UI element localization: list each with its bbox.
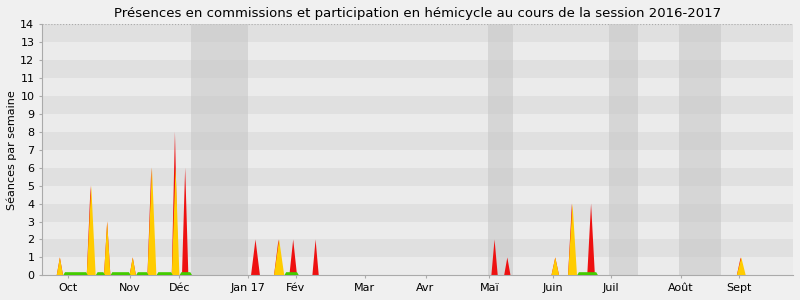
Bar xyxy=(42,96,793,114)
Polygon shape xyxy=(290,239,297,275)
Bar xyxy=(42,60,793,78)
Polygon shape xyxy=(157,272,173,275)
Bar xyxy=(42,186,793,204)
Bar xyxy=(42,24,793,42)
Polygon shape xyxy=(568,204,577,275)
Bar xyxy=(191,24,249,275)
Polygon shape xyxy=(274,239,284,275)
Bar xyxy=(42,257,793,275)
Title: Présences en commissions et participation en hémicycle au cours de la session 20: Présences en commissions et participatio… xyxy=(114,7,721,20)
Polygon shape xyxy=(130,257,136,275)
Polygon shape xyxy=(284,272,299,275)
Polygon shape xyxy=(577,272,598,275)
Polygon shape xyxy=(182,168,188,275)
Polygon shape xyxy=(274,239,283,275)
Polygon shape xyxy=(587,204,595,275)
Bar xyxy=(487,24,513,275)
Polygon shape xyxy=(737,257,745,275)
Bar xyxy=(42,239,793,257)
Polygon shape xyxy=(57,257,63,275)
Polygon shape xyxy=(172,168,179,275)
Bar xyxy=(42,78,793,96)
Bar xyxy=(42,114,793,132)
Polygon shape xyxy=(312,239,318,275)
Polygon shape xyxy=(86,186,94,275)
Polygon shape xyxy=(551,257,559,275)
Polygon shape xyxy=(130,257,136,275)
Polygon shape xyxy=(504,257,510,275)
Polygon shape xyxy=(63,272,88,275)
Polygon shape xyxy=(251,239,260,275)
Polygon shape xyxy=(551,257,559,275)
Bar xyxy=(679,24,722,275)
Y-axis label: Séances par semaine: Séances par semaine xyxy=(7,90,18,209)
Bar xyxy=(42,150,793,168)
Polygon shape xyxy=(104,221,110,275)
Polygon shape xyxy=(96,272,106,275)
Polygon shape xyxy=(110,272,131,275)
Polygon shape xyxy=(147,168,155,275)
Bar xyxy=(42,132,793,150)
Polygon shape xyxy=(737,257,746,275)
Polygon shape xyxy=(568,204,576,275)
Bar xyxy=(42,42,793,60)
Polygon shape xyxy=(104,221,110,275)
Polygon shape xyxy=(86,186,96,275)
Bar xyxy=(42,221,793,239)
Bar xyxy=(42,204,793,221)
Polygon shape xyxy=(147,168,157,275)
Polygon shape xyxy=(179,272,192,275)
Polygon shape xyxy=(136,272,149,275)
Polygon shape xyxy=(491,239,498,275)
Polygon shape xyxy=(57,257,63,275)
Bar xyxy=(42,168,793,186)
Bar xyxy=(609,24,638,275)
Polygon shape xyxy=(172,132,178,275)
